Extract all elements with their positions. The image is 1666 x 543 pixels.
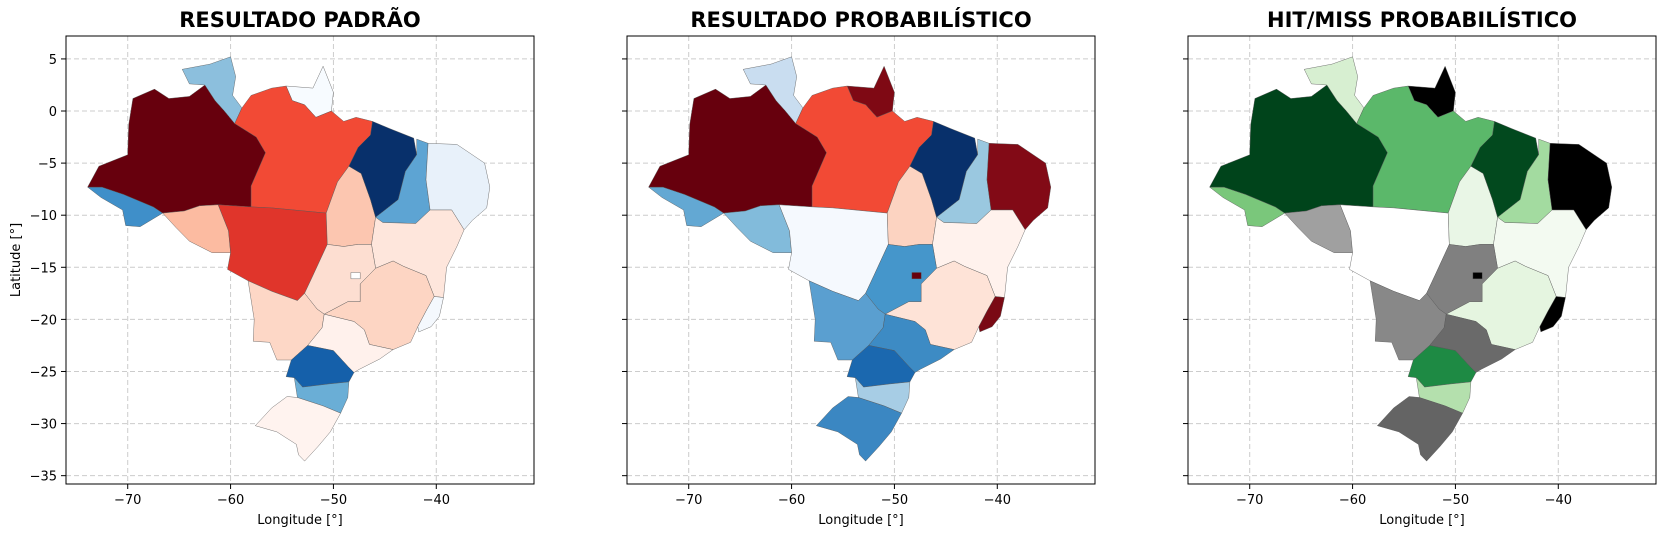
x-tick-label: −60 bbox=[1339, 493, 1366, 508]
map-region bbox=[911, 272, 922, 279]
x-tick-label: −70 bbox=[114, 493, 141, 508]
y-tick-label: −10 bbox=[30, 209, 57, 224]
y-tick-label: −25 bbox=[30, 365, 57, 380]
y-tick-label: −35 bbox=[30, 470, 57, 485]
map-region bbox=[986, 143, 1052, 231]
y-tick-label: −5 bbox=[38, 157, 57, 172]
panel-title: RESULTADO PADRÃO bbox=[179, 7, 421, 32]
map-regions bbox=[648, 56, 1052, 462]
map-region bbox=[1284, 204, 1353, 253]
map-region bbox=[1445, 260, 1557, 350]
x-tick-label: −40 bbox=[984, 493, 1011, 508]
map-panel-2: RESULTADO PROBABILÍSTICO −70 −60 −50 −40 Long… bbox=[622, 7, 1096, 528]
y-axis-label: Latitude [°] bbox=[9, 223, 24, 297]
map-region bbox=[1547, 143, 1613, 231]
axes-frame bbox=[1187, 35, 1657, 485]
map-region bbox=[350, 272, 361, 279]
y-tick-label: −20 bbox=[30, 313, 57, 328]
map-panel-1: RESULTADO PADRÃO −70 −60 −50 −40 5 0 −5 −10 −15 −2… bbox=[9, 7, 535, 528]
map-regions bbox=[87, 56, 491, 462]
map-regions bbox=[1209, 56, 1613, 462]
x-tick-label: −60 bbox=[778, 493, 805, 508]
map-region bbox=[425, 143, 491, 231]
x-axis-label: Longitude [°] bbox=[818, 513, 903, 528]
map-panel-3: HIT/MISS PROBABILÍSTICO −70 −60 −50 −40 Longi… bbox=[1183, 7, 1657, 528]
axes-frame bbox=[626, 35, 1096, 485]
map-region bbox=[1472, 272, 1483, 279]
x-axis-label: Longitude [°] bbox=[257, 513, 342, 528]
map-region bbox=[815, 396, 902, 462]
y-tick-label: 0 bbox=[49, 105, 57, 120]
x-tick-label: −50 bbox=[881, 493, 908, 508]
map-region bbox=[723, 204, 792, 253]
map-region bbox=[323, 260, 435, 350]
panel-title: HIT/MISS PROBABILÍSTICO bbox=[1267, 7, 1577, 32]
x-tick-label: −60 bbox=[217, 493, 244, 508]
y-tick-label: −15 bbox=[30, 261, 57, 276]
x-axis-label: Longitude [°] bbox=[1379, 513, 1464, 528]
x-tick-label: −50 bbox=[320, 493, 347, 508]
panel-title: RESULTADO PROBABILÍSTICO bbox=[690, 7, 1031, 32]
map-region bbox=[978, 296, 1005, 333]
x-tick-label: −40 bbox=[1545, 493, 1572, 508]
map-region bbox=[1539, 296, 1566, 333]
axes-frame bbox=[65, 35, 535, 485]
y-tick-label: −30 bbox=[30, 418, 57, 433]
map-region bbox=[254, 396, 341, 462]
map-region bbox=[417, 296, 444, 333]
y-tick-label: 5 bbox=[49, 53, 57, 68]
map-region bbox=[162, 204, 231, 253]
map-region bbox=[1376, 396, 1463, 462]
map-region bbox=[884, 260, 996, 350]
x-tick-label: −70 bbox=[1236, 493, 1263, 508]
x-tick-label: −50 bbox=[1442, 493, 1469, 508]
x-tick-label: −40 bbox=[423, 493, 450, 508]
x-tick-label: −70 bbox=[675, 493, 702, 508]
